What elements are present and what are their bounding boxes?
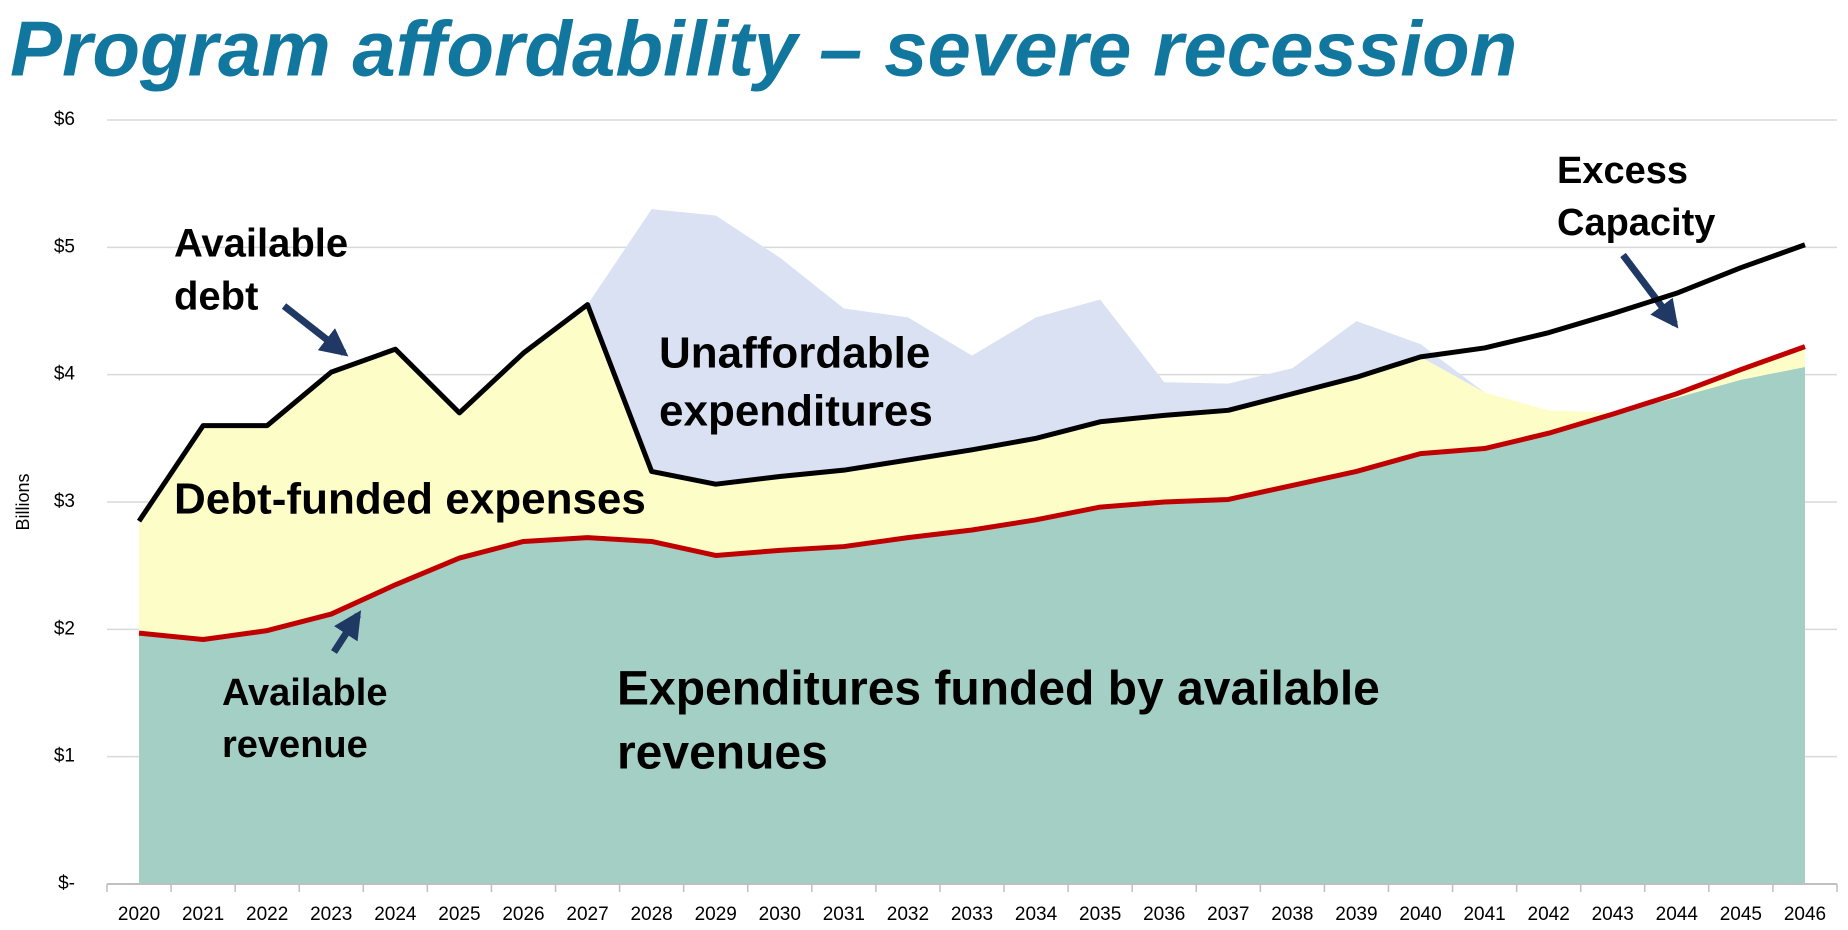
x-tick-label: 2046 — [1784, 904, 1826, 925]
annotation: Excess — [1557, 150, 1688, 192]
x-tick-label: 2020 — [118, 904, 160, 925]
y-axis-label: Billions — [13, 473, 33, 530]
annotation: expenditures — [659, 387, 933, 436]
x-tick-label: 2030 — [759, 904, 801, 925]
x-tick-label: 2027 — [566, 904, 608, 925]
x-tick-label: 2023 — [310, 904, 352, 925]
x-tick-label: 2038 — [1271, 904, 1313, 925]
annotation: revenue — [222, 724, 368, 766]
arrow — [331, 610, 362, 654]
annotation: Capacity — [1557, 202, 1715, 244]
x-tick-label: 2026 — [502, 904, 544, 925]
y-tick-label: $3 — [54, 491, 75, 512]
x-tick-label: 2044 — [1656, 904, 1699, 925]
y-tick-label: $4 — [54, 364, 76, 385]
annotation: Available — [174, 222, 348, 266]
x-tick-label: 2021 — [182, 904, 224, 925]
x-tick-label: 2031 — [823, 904, 865, 925]
line — [136, 242, 1806, 523]
chart-title: Program affordability – severe recession — [10, 5, 1517, 93]
x-tick-label: 2041 — [1463, 904, 1505, 925]
arrow — [281, 303, 349, 357]
x-tick-label: 2043 — [1592, 904, 1634, 925]
x-tick-label: 2033 — [951, 904, 993, 925]
area — [139, 367, 1805, 884]
x-tick-label: 2025 — [438, 904, 480, 925]
y-tick-label: $2 — [54, 618, 75, 639]
x-tick-label: 2028 — [630, 904, 672, 925]
x-tick-label: 2035 — [1079, 904, 1121, 925]
x-tick-label: 2042 — [1528, 904, 1570, 925]
annotation: debt — [174, 275, 258, 319]
arrow — [1620, 252, 1679, 329]
x-tick-label: 2036 — [1143, 904, 1185, 925]
x-tick-label: 2024 — [374, 904, 417, 925]
y-tick-label: $6 — [54, 109, 75, 130]
x-tick-label: 2032 — [887, 904, 929, 925]
x-tick-label: 2034 — [1015, 904, 1058, 925]
x-tick-label: 2029 — [695, 904, 737, 925]
annotation: Expenditures funded by available — [617, 663, 1380, 716]
x-tick-label: 2022 — [246, 904, 288, 925]
annotation: revenues — [617, 727, 828, 780]
y-tick-label: $5 — [54, 236, 75, 257]
annotation: Unaffordable — [659, 329, 930, 378]
annotation: Debt-funded expenses — [174, 475, 646, 524]
annotation: Available — [222, 672, 387, 714]
x-tick-label: 2045 — [1720, 904, 1762, 925]
area — [139, 209, 1805, 522]
x-tick-label: 2037 — [1207, 904, 1249, 925]
x-tick-label: 2040 — [1399, 904, 1441, 925]
line — [138, 344, 1806, 643]
area — [139, 304, 1805, 640]
x-tick-label: 2039 — [1335, 904, 1377, 925]
y-tick-label: $- — [58, 873, 75, 894]
y-tick-label: $1 — [54, 746, 75, 767]
